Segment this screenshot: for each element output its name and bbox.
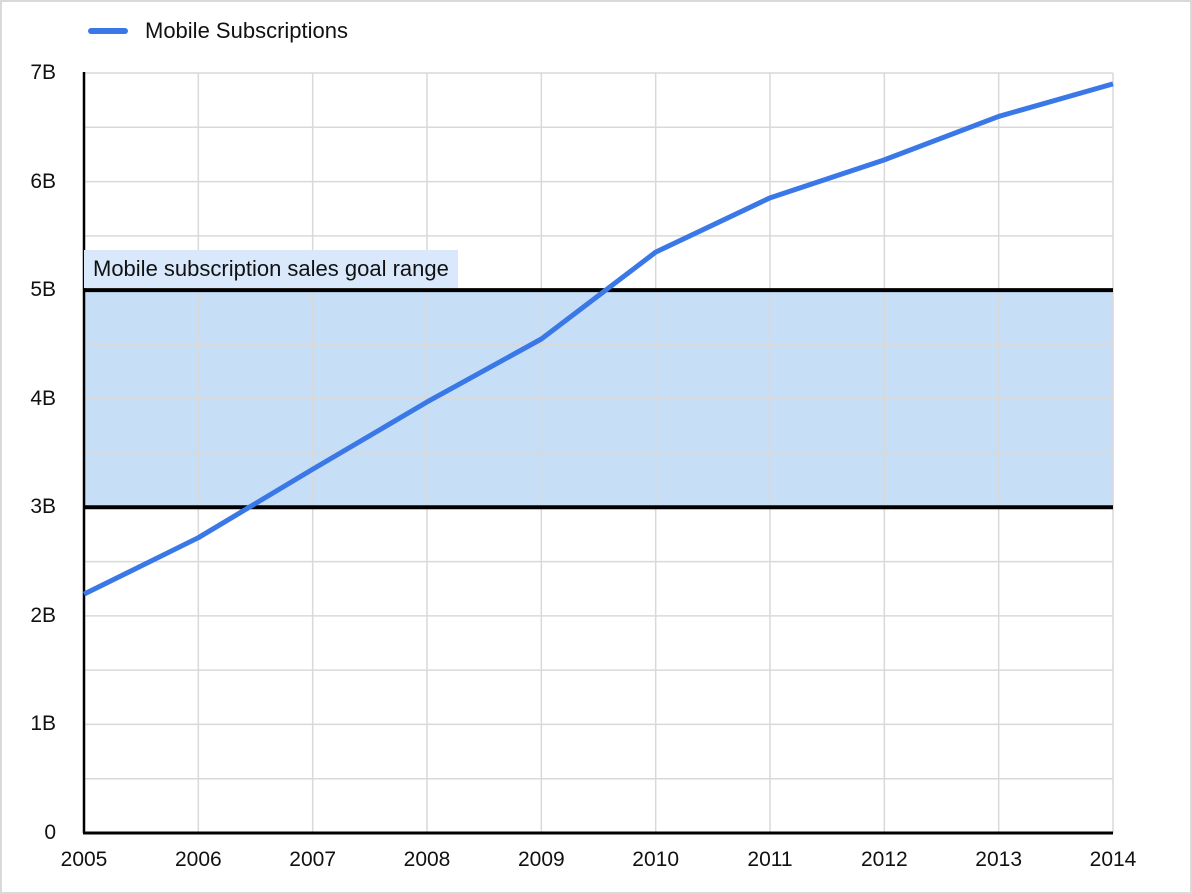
y-tick-label: 6B [30,169,56,193]
series-line-swatch [88,28,128,34]
chart-legend: Mobile Subscriptions [88,17,348,45]
x-tick-label: 2005 [60,848,108,871]
y-tick-label: 7B [30,61,56,84]
y-tick-label: 5B [30,278,56,302]
y-axis-labels: 0 1B 2B 3B 4B 5B 6B 7B [2,2,56,892]
x-tick-label: 2010 [632,848,680,871]
legend-label: Mobile Subscriptions [145,18,348,43]
x-tick-label: 2006 [174,848,222,871]
series-line [82,81,1114,597]
x-tick-label: 2007 [289,848,337,871]
x-tick-label: 2009 [517,848,565,871]
goal-range-annotation: Mobile subscription sales goal range [84,250,458,289]
x-tick-label: 2012 [860,848,908,871]
x-tick-label: 2011 [747,848,793,871]
x-tick-label: 2014 [1089,848,1137,871]
y-tick-label: 4B [30,386,56,410]
y-tick-label: 0 [44,821,56,844]
y-tick-label: 2B [30,603,56,627]
x-tick-label: 2008 [403,848,451,871]
x-axis-labels: 2005 2006 2007 2008 2009 2010 2011 2012 2013 2014 [2,846,1190,878]
y-tick-label: 3B [30,495,56,519]
y-tick-label: 1B [30,712,56,736]
x-tick-label: 2013 [975,848,1023,871]
